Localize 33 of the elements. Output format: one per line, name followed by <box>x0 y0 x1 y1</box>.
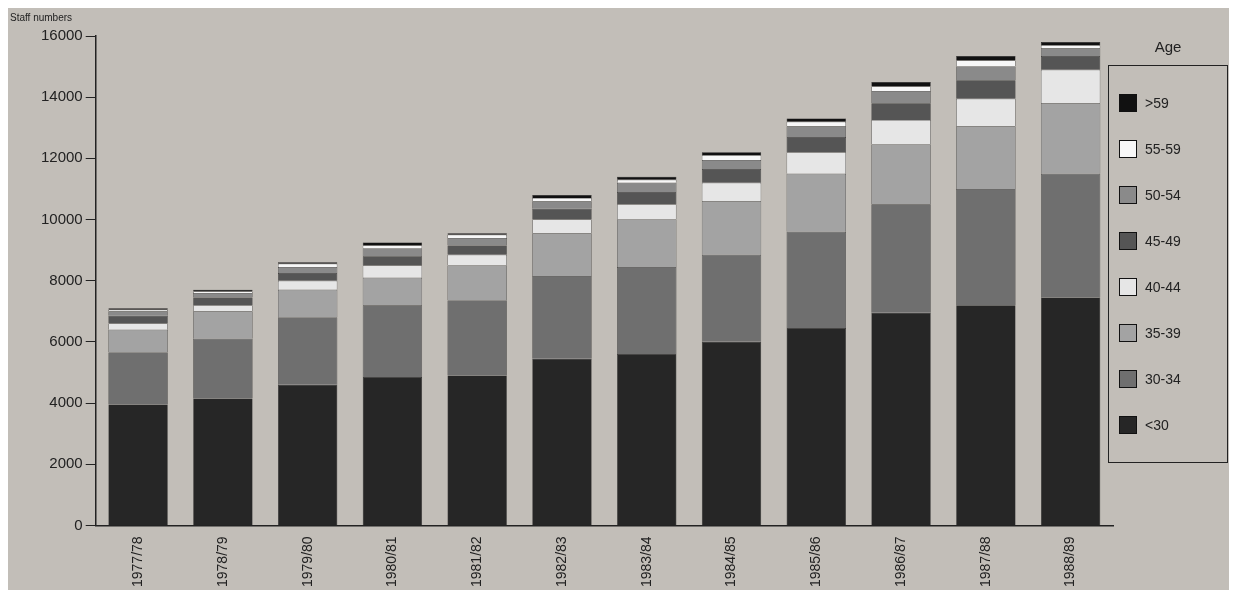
legend-label: 50-54 <box>1145 187 1181 203</box>
legend-label: >59 <box>1145 95 1169 111</box>
y-tick-label: 2000 <box>49 454 83 472</box>
x-tick-label: 1981/82 <box>468 536 485 587</box>
y-tick-label: 6000 <box>49 332 83 350</box>
x-tick-label: 1986/87 <box>891 536 908 587</box>
bar <box>871 81 931 87</box>
x-tick-label: 1987/88 <box>976 536 993 587</box>
legend-label: 30-34 <box>1145 371 1181 387</box>
y-tick-label: 8000 <box>49 270 83 288</box>
y-tick-label: 0 <box>74 515 83 533</box>
x-tick-label: 1984/85 <box>722 536 739 587</box>
x-tick-label: 1985/86 <box>807 536 824 587</box>
y-tick-label: 10000 <box>40 209 83 227</box>
x-tick-label: 1977/78 <box>128 536 145 587</box>
y-tick-label: 16000 <box>40 26 83 44</box>
y-axis-title: Staff numbers <box>10 12 73 23</box>
legend-label: 55-59 <box>1145 141 1181 157</box>
x-tick-label: 1988/89 <box>1061 536 1078 587</box>
x-tick-label: 1979/80 <box>298 536 315 587</box>
bar <box>956 55 1016 61</box>
y-tick-label: 4000 <box>49 393 83 411</box>
legend-label: <30 <box>1145 417 1169 433</box>
x-tick-label: 1980/81 <box>383 536 400 587</box>
legend-label: 35-39 <box>1145 325 1181 341</box>
x-tick-label: 1983/84 <box>637 536 654 587</box>
y-tick-label: 12000 <box>40 148 83 166</box>
y-tick-label: 14000 <box>40 87 83 105</box>
x-tick-label: 1982/83 <box>552 536 569 587</box>
legend-label: 40-44 <box>1145 279 1181 295</box>
x-tick-label: 1978/79 <box>213 536 230 587</box>
legend-label: 45-49 <box>1145 233 1181 249</box>
legend-title: Age <box>1153 38 1183 55</box>
